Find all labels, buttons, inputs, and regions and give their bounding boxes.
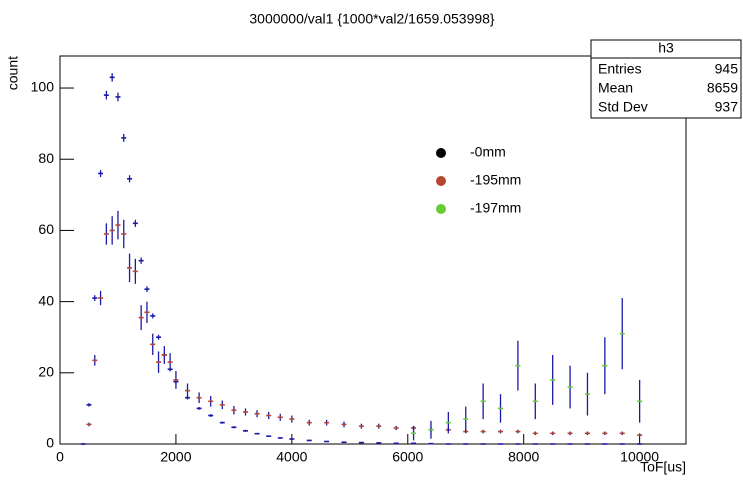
legend-label: -195mm xyxy=(470,172,521,188)
x-axis-label: ToF[us] xyxy=(640,459,686,475)
stats-value: 8659 xyxy=(707,80,738,96)
x-tick-label: 8000 xyxy=(508,449,539,465)
legend-marker xyxy=(436,148,446,158)
legend-label: -0mm xyxy=(470,144,506,160)
chart-title: 3000000/val1 {1000*val2/1659.053998} xyxy=(249,11,495,27)
stats-key: Entries xyxy=(598,61,642,77)
stats-frame xyxy=(590,39,742,119)
stats-value: 937 xyxy=(715,99,739,115)
stats-key: Std Dev xyxy=(598,99,648,115)
legend-label: -197mm xyxy=(470,200,521,216)
stats-key: Mean xyxy=(598,80,633,96)
y-tick-label: 20 xyxy=(38,364,54,380)
x-tick-label: 0 xyxy=(56,449,64,465)
stats-value: 945 xyxy=(715,61,739,77)
x-tick-label: 10000 xyxy=(620,449,659,465)
x-tick-label: 6000 xyxy=(392,449,423,465)
stats-title: h3 xyxy=(658,40,674,56)
y-tick-label: 100 xyxy=(31,79,55,95)
y-tick-label: 40 xyxy=(38,292,54,308)
stats-box: h3 Entries 945 Mean 8659 Std Dev 937 xyxy=(590,39,742,119)
plot-frame xyxy=(59,55,687,445)
y-tick-label: 60 xyxy=(38,221,54,237)
legend-marker xyxy=(436,204,446,214)
x-tick-label: 4000 xyxy=(276,449,307,465)
legend-marker xyxy=(436,176,446,186)
y-axis-label: count xyxy=(5,56,21,90)
y-tick-label: 80 xyxy=(38,150,54,166)
y-tick-label: 0 xyxy=(46,435,54,451)
x-tick-label: 2000 xyxy=(160,449,191,465)
